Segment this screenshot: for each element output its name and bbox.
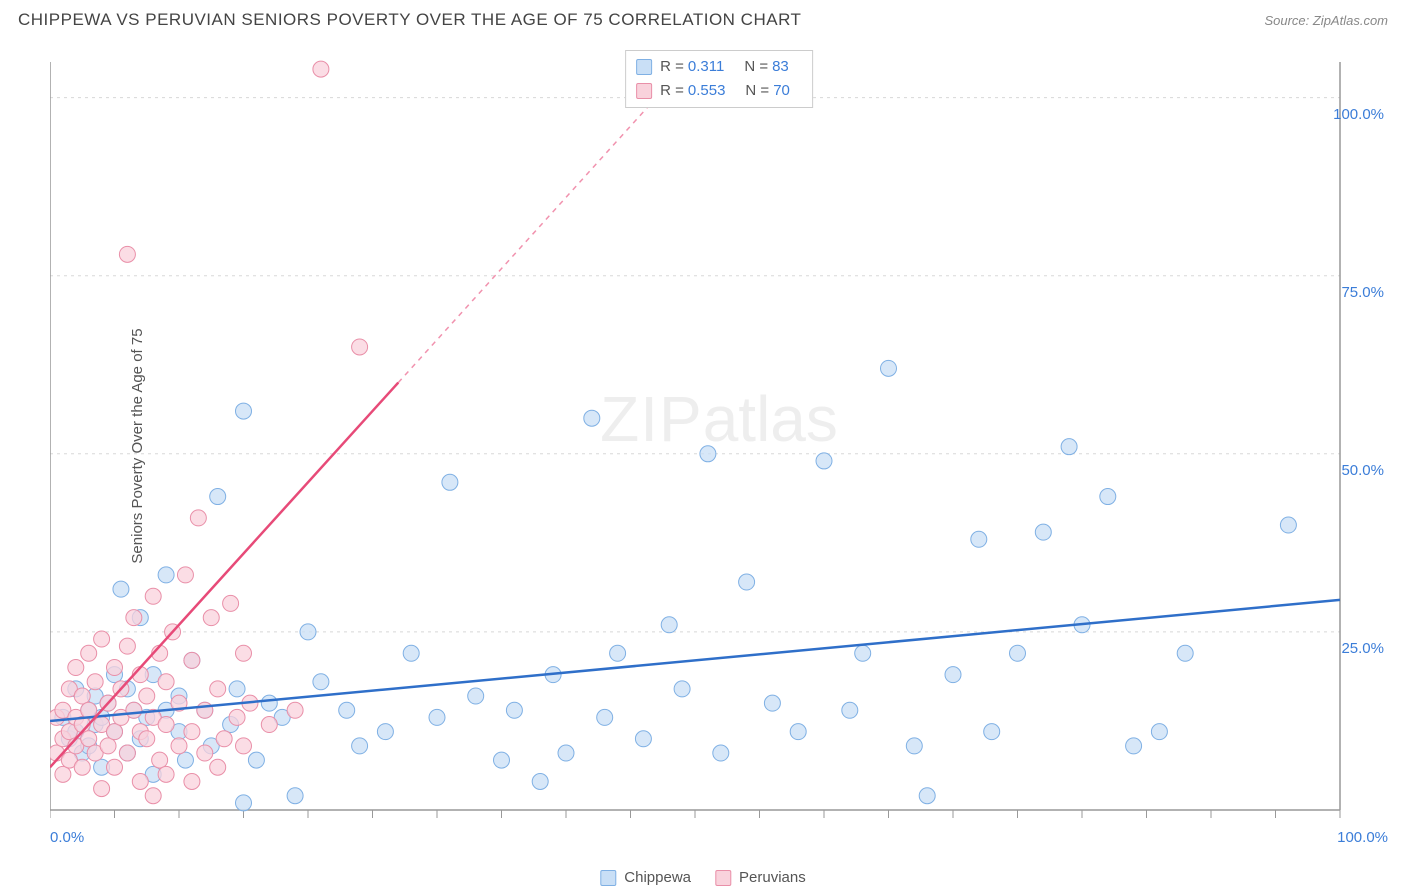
legend-swatch bbox=[600, 870, 616, 886]
series-legend: Chippewa Peruvians bbox=[600, 869, 805, 886]
legend-label: Peruvians bbox=[739, 869, 806, 886]
legend-swatch bbox=[636, 83, 652, 99]
legend-swatch bbox=[636, 59, 652, 75]
x-axis-max-label: 100.0% bbox=[1337, 829, 1388, 846]
source-attribution: Source: ZipAtlas.com bbox=[1264, 13, 1388, 28]
chart-title: CHIPPEWA VS PERUVIAN SENIORS POVERTY OVE… bbox=[18, 10, 801, 30]
legend-item: Peruvians bbox=[715, 869, 806, 886]
y-tick-label: 100.0% bbox=[1333, 106, 1384, 123]
scatter-plot-svg bbox=[50, 50, 1388, 852]
x-axis-min-label: 0.0% bbox=[50, 829, 84, 846]
legend-swatch bbox=[715, 870, 731, 886]
y-tick-label: 25.0% bbox=[1341, 640, 1384, 657]
legend-row: R =0.553N =70 bbox=[636, 79, 802, 103]
y-tick-label: 50.0% bbox=[1341, 462, 1384, 479]
legend-label: Chippewa bbox=[624, 869, 691, 886]
y-tick-label: 75.0% bbox=[1341, 284, 1384, 301]
legend-item: Chippewa bbox=[600, 869, 691, 886]
chart-area: ZIPatlas R =0.311N =83R =0.553N =70 0.0%… bbox=[50, 50, 1388, 852]
correlation-legend: R =0.311N =83R =0.553N =70 bbox=[625, 50, 813, 108]
legend-row: R =0.311N =83 bbox=[636, 55, 802, 79]
